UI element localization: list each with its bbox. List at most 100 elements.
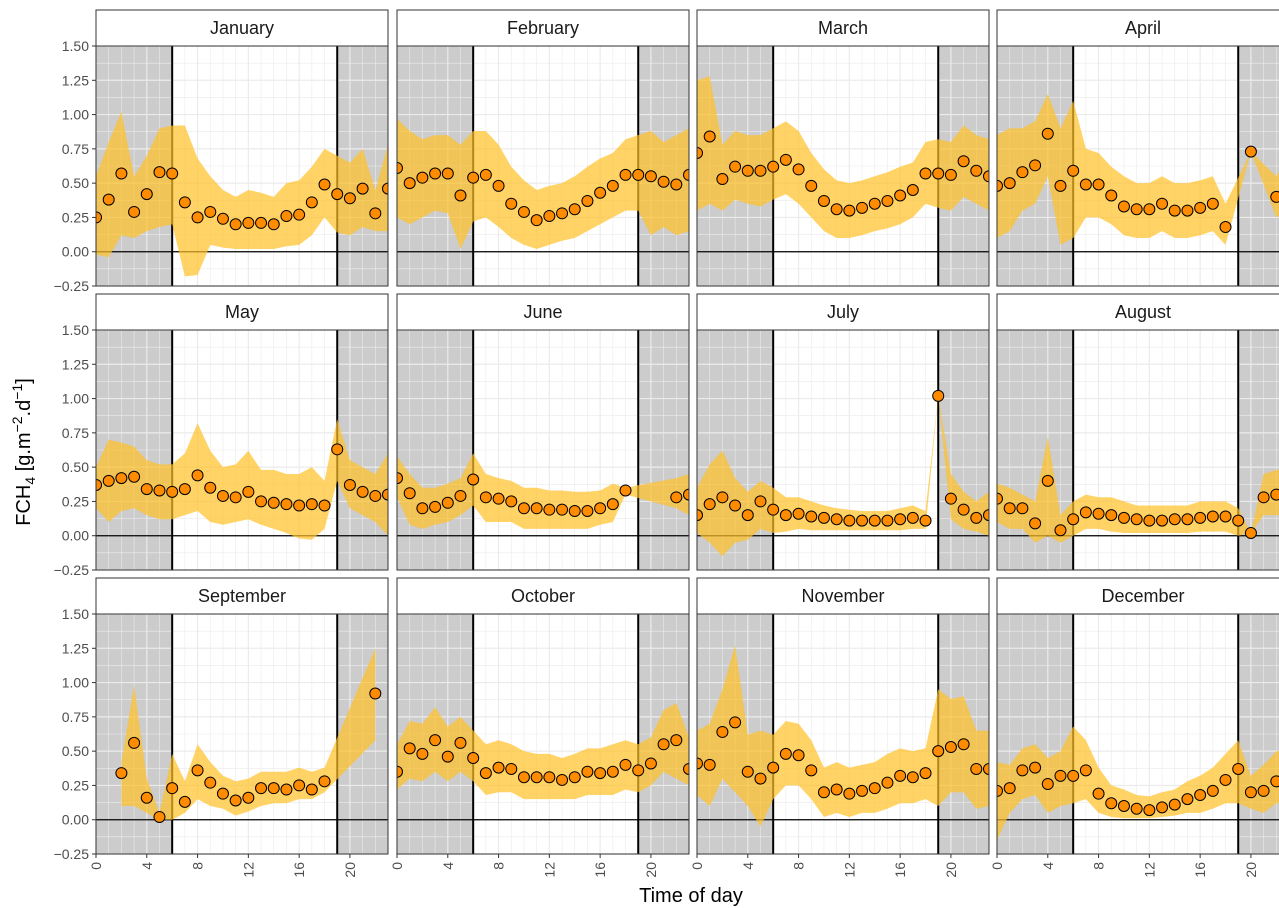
- data-point: [581, 194, 594, 207]
- y-tick-label: 1.25: [62, 640, 89, 656]
- data-point: [1105, 797, 1118, 810]
- data-point: [153, 810, 166, 823]
- data-point: [1206, 784, 1219, 797]
- y-tick-label: 0.50: [62, 175, 89, 191]
- data-point: [919, 514, 932, 527]
- data-point: [140, 188, 153, 201]
- y-axis: −0.25 0.00 0.25 0.50 0.75 1.00 1.25 1.50: [54, 606, 96, 862]
- y-tick-label: 0.25: [62, 209, 89, 225]
- data-point: [280, 783, 293, 796]
- data-point: [606, 498, 619, 511]
- data-point: [318, 499, 331, 512]
- facet-strip: [696, 293, 990, 331]
- data-point: [716, 725, 729, 738]
- data-point: [96, 478, 102, 491]
- data-point: [1130, 802, 1143, 815]
- data-point: [716, 491, 729, 504]
- data-point: [1232, 514, 1245, 527]
- facet-label: November: [801, 586, 884, 606]
- y-axis-title-exponent-2: −1: [9, 384, 25, 400]
- panel-october: October 0 4 8 12 16 20: [389, 577, 690, 878]
- data-point: [479, 491, 492, 504]
- data-point: [779, 509, 792, 522]
- data-point: [505, 197, 518, 210]
- x-tick-label: 20: [943, 862, 959, 878]
- data-point: [454, 736, 467, 749]
- data-point: [1143, 804, 1156, 817]
- data-point: [517, 502, 530, 515]
- confidence-ribbon: [397, 453, 689, 529]
- y-tick-label: 1.00: [62, 675, 89, 691]
- y-tick-label: 0.50: [62, 743, 89, 759]
- data-point: [944, 168, 957, 181]
- data-points: [397, 734, 689, 786]
- data-point: [556, 207, 569, 220]
- data-point: [729, 499, 742, 512]
- data-point: [204, 205, 217, 218]
- data-point: [868, 197, 881, 210]
- data-point: [318, 178, 331, 191]
- data-point: [1168, 204, 1181, 217]
- x-tick-label: 8: [491, 862, 507, 870]
- data-point: [1003, 502, 1016, 515]
- data-point: [805, 764, 818, 777]
- data-point: [1244, 526, 1257, 539]
- data-point: [543, 503, 556, 516]
- x-tick-label: 20: [342, 862, 358, 878]
- x-tick-label: 0: [689, 862, 705, 870]
- data-point: [467, 171, 480, 184]
- data-point: [932, 389, 945, 402]
- data-point: [293, 779, 306, 792]
- data-point: [606, 179, 619, 192]
- data-point: [657, 738, 670, 751]
- data-point: [318, 775, 331, 788]
- data-point: [843, 204, 856, 217]
- data-point: [843, 514, 856, 527]
- data-points: [115, 687, 382, 823]
- data-point: [868, 782, 881, 795]
- data-point: [517, 771, 530, 784]
- data-point: [1270, 775, 1279, 788]
- data-point: [1041, 474, 1054, 487]
- y-axis: −0.25 0.00 0.25 0.50 0.75 1.00 1.25 1.50: [54, 38, 96, 294]
- x-axis-title: Time of day: [639, 885, 743, 907]
- data-point: [754, 164, 767, 177]
- data-point: [919, 767, 932, 780]
- x-tick-label: 4: [1040, 862, 1056, 870]
- data-point: [403, 177, 416, 190]
- data-point: [606, 765, 619, 778]
- data-point: [856, 514, 869, 527]
- data-point: [505, 495, 518, 508]
- data-point: [543, 771, 556, 784]
- data-point: [644, 170, 657, 183]
- data-point: [997, 492, 1003, 505]
- data-point: [467, 752, 480, 764]
- panel-november: November 0 4 8 12 16 20: [689, 577, 990, 878]
- x-tick-label: 16: [892, 862, 908, 878]
- y-tick-label: 0.25: [62, 493, 89, 509]
- panel-june: June: [396, 293, 690, 571]
- data-points: [96, 166, 388, 231]
- data-point: [441, 167, 454, 180]
- data-point: [1181, 513, 1194, 526]
- data-point: [703, 130, 716, 143]
- data-point: [356, 182, 369, 195]
- y-axis-title: FCH4 [g.m−2.d−1]: [9, 378, 38, 526]
- data-point: [594, 502, 607, 515]
- data-point: [1194, 511, 1207, 524]
- confidence-ribbon: [96, 419, 388, 540]
- data-point: [331, 443, 344, 456]
- data-point: [729, 160, 742, 173]
- x-tick-label: 0: [389, 862, 405, 870]
- data-point: [530, 214, 543, 227]
- y-tick-label: −0.25: [54, 278, 90, 294]
- data-point: [166, 167, 179, 180]
- data-point: [881, 194, 894, 207]
- x-tick-label: 8: [1091, 862, 1107, 870]
- data-point: [467, 473, 480, 486]
- data-point: [1244, 786, 1257, 799]
- data-point: [1232, 762, 1245, 775]
- data-point: [1029, 517, 1042, 530]
- data-point: [983, 509, 989, 522]
